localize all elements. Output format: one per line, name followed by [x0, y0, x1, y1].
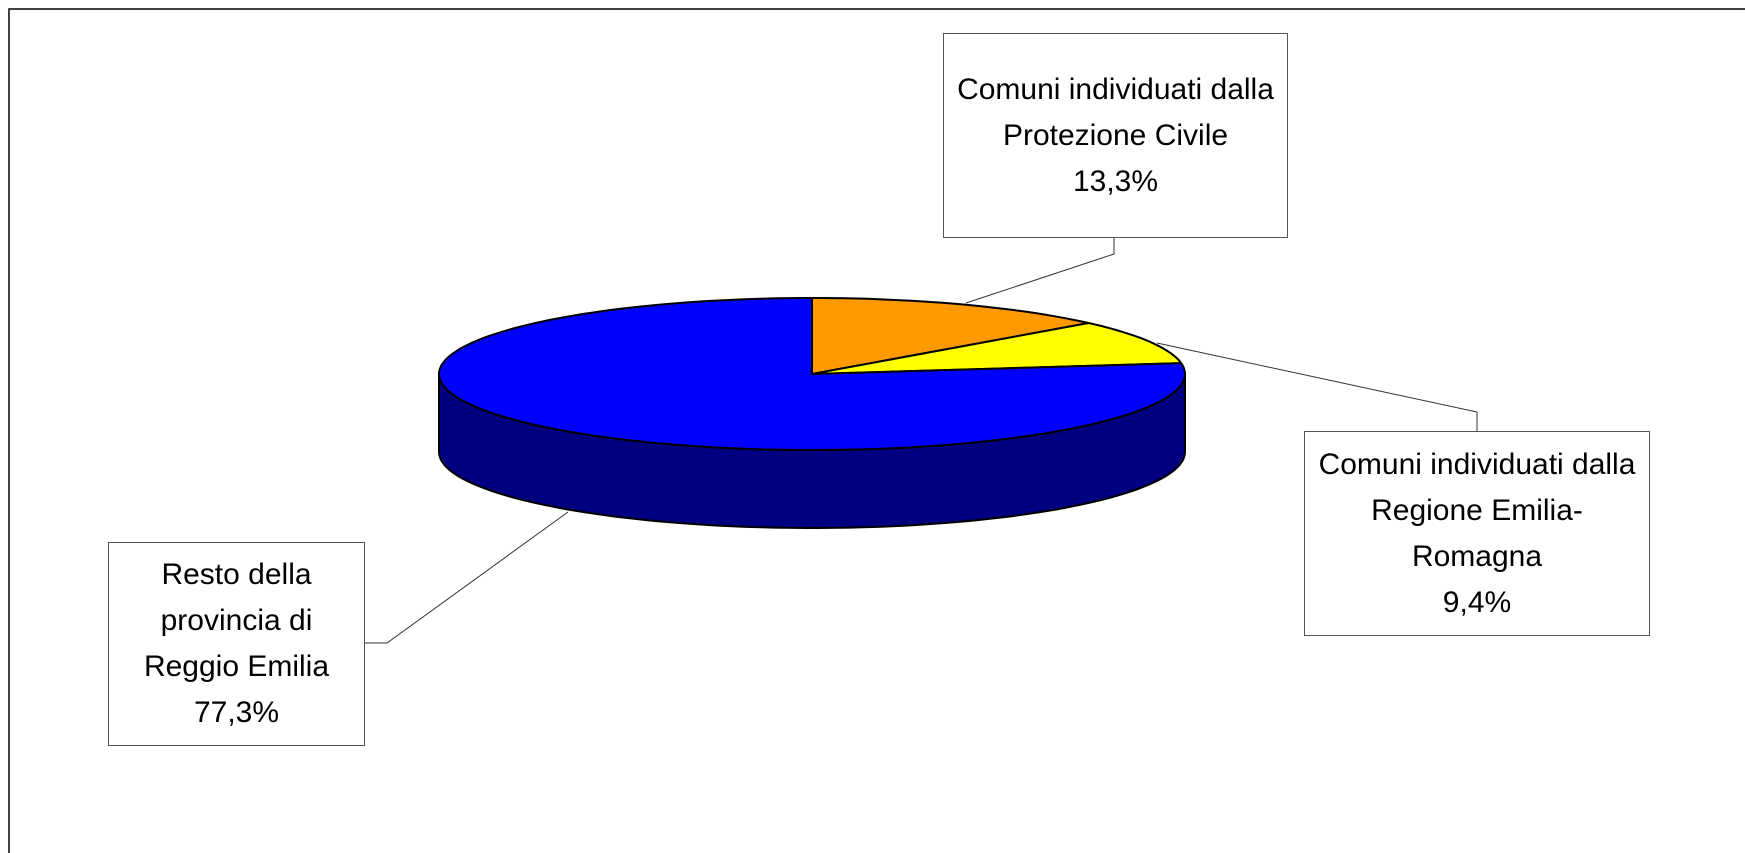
- pie-slice: [811, 297, 1090, 375]
- label-name: Resto della provincia di Reggio Emilia: [143, 558, 330, 683]
- pie: [438, 297, 1186, 529]
- label-value: 77,3%: [193, 696, 280, 729]
- data-label: Comuni individuati dalla Regione Emilia-…: [1304, 431, 1650, 636]
- leader-line: [364, 511, 569, 644]
- label-value: 9,4%: [1442, 585, 1512, 619]
- label-name: Comuni individuati dalla Regione Emilia-…: [1318, 447, 1636, 573]
- data-label: Comuni individuati dalla Protezione Civi…: [943, 33, 1288, 238]
- pie-slice: [811, 322, 1183, 375]
- leader-line: [1156, 342, 1478, 431]
- label-name: Comuni individuati dalla Protezione Civi…: [957, 72, 1274, 152]
- leader-line: [965, 237, 1115, 304]
- label-value: 13,3%: [1072, 164, 1159, 198]
- pie-slice: [438, 297, 1186, 451]
- chart-frame: [8, 8, 1745, 853]
- data-label: Resto della provincia di Reggio Emilia 7…: [108, 542, 365, 746]
